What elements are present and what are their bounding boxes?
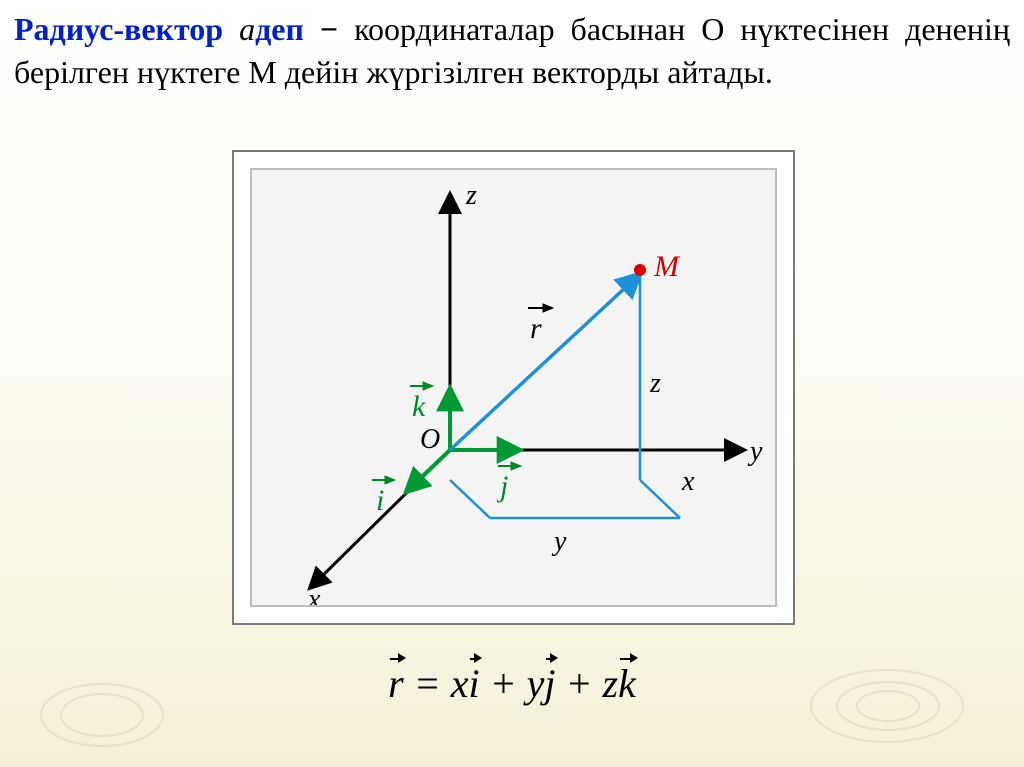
label-point-m: M xyxy=(653,250,681,283)
formula-eq: = xyxy=(404,661,451,706)
i-unit-vector xyxy=(406,450,450,492)
dash: − xyxy=(320,11,338,47)
formula-plus2: + xyxy=(556,661,603,706)
label-x-component: x xyxy=(681,466,695,497)
formula-j: j xyxy=(544,660,555,707)
label-k-vector: k xyxy=(412,390,426,423)
label-i-vector: i xyxy=(376,484,384,517)
figure-frame-outer: z y x O M r k j i z x xyxy=(232,150,795,625)
symbol-a: a xyxy=(239,11,255,47)
point-m xyxy=(634,264,646,276)
label-j-vector: j xyxy=(496,470,508,503)
label-r-vector: r xyxy=(530,312,542,345)
label-y-axis: y xyxy=(747,436,763,467)
label-z-component: z xyxy=(649,368,661,399)
term-radius-vector: Радиус-вектор xyxy=(14,11,223,47)
label-origin: O xyxy=(420,424,440,455)
label-z-axis: z xyxy=(465,180,477,211)
figure-frame-inner: z y x O M r k j i z x xyxy=(250,168,777,607)
r-vector xyxy=(450,274,640,450)
formula-i: i xyxy=(468,660,479,707)
formula-y: y xyxy=(527,661,545,706)
proj-edge-2 xyxy=(450,480,490,518)
heading-text: Радиус-вектор aдеп − координаталар басын… xyxy=(14,8,1010,94)
page-root: Радиус-вектор aдеп − координаталар басын… xyxy=(0,0,1024,767)
proj-edge-1 xyxy=(640,480,680,518)
coordinate-diagram: z y x O M r k j i z x xyxy=(252,170,775,605)
label-y-component: y xyxy=(551,526,567,557)
label-x-axis: x xyxy=(307,584,321,605)
formula-k: k xyxy=(618,660,636,707)
formula-z: z xyxy=(603,661,619,706)
formula-plus1: + xyxy=(480,661,527,706)
term-dep: деп xyxy=(255,11,304,47)
formula: r = xi + yj + zk xyxy=(0,660,1024,707)
formula-r: r xyxy=(388,660,404,707)
formula-x: x xyxy=(451,661,469,706)
